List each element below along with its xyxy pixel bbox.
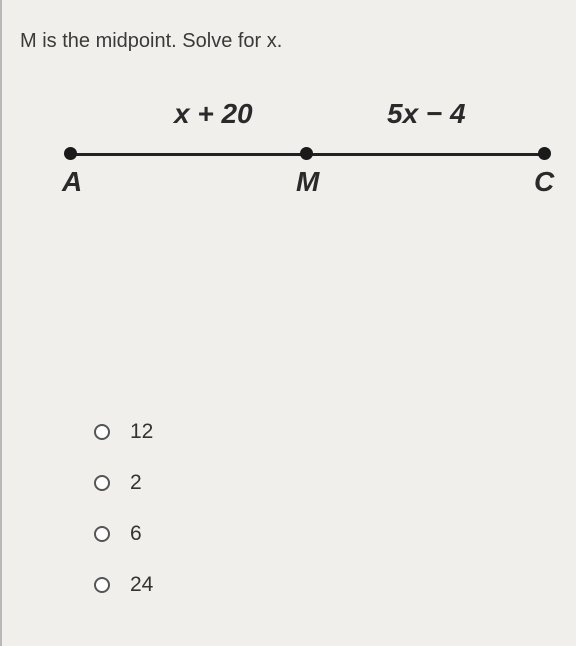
option-1[interactable]: 2: [94, 471, 153, 495]
segment-mc-label: 5x − 4: [387, 98, 466, 130]
segment-diagram: x + 20 5x − 4 A M C: [62, 98, 552, 218]
radio-icon: [94, 526, 110, 542]
point-a-label: A: [62, 166, 82, 198]
radio-icon: [94, 577, 110, 593]
radio-icon: [94, 475, 110, 491]
option-label: 24: [130, 573, 153, 597]
option-label: 2: [130, 471, 142, 495]
point-m-dot: [300, 147, 313, 160]
options-list: 12 2 6 24: [94, 420, 153, 624]
point-c-label: C: [534, 166, 554, 198]
radio-icon: [94, 424, 110, 440]
point-a-dot: [64, 147, 77, 160]
option-3[interactable]: 24: [94, 573, 153, 597]
point-c-dot: [538, 147, 551, 160]
option-0[interactable]: 12: [94, 420, 153, 444]
point-m-label: M: [296, 166, 319, 198]
option-2[interactable]: 6: [94, 522, 153, 546]
instruction-text: M is the midpoint. Solve for x.: [20, 30, 282, 53]
segment-am-label: x + 20: [174, 98, 253, 130]
option-label: 6: [130, 522, 142, 546]
option-label: 12: [130, 420, 153, 444]
